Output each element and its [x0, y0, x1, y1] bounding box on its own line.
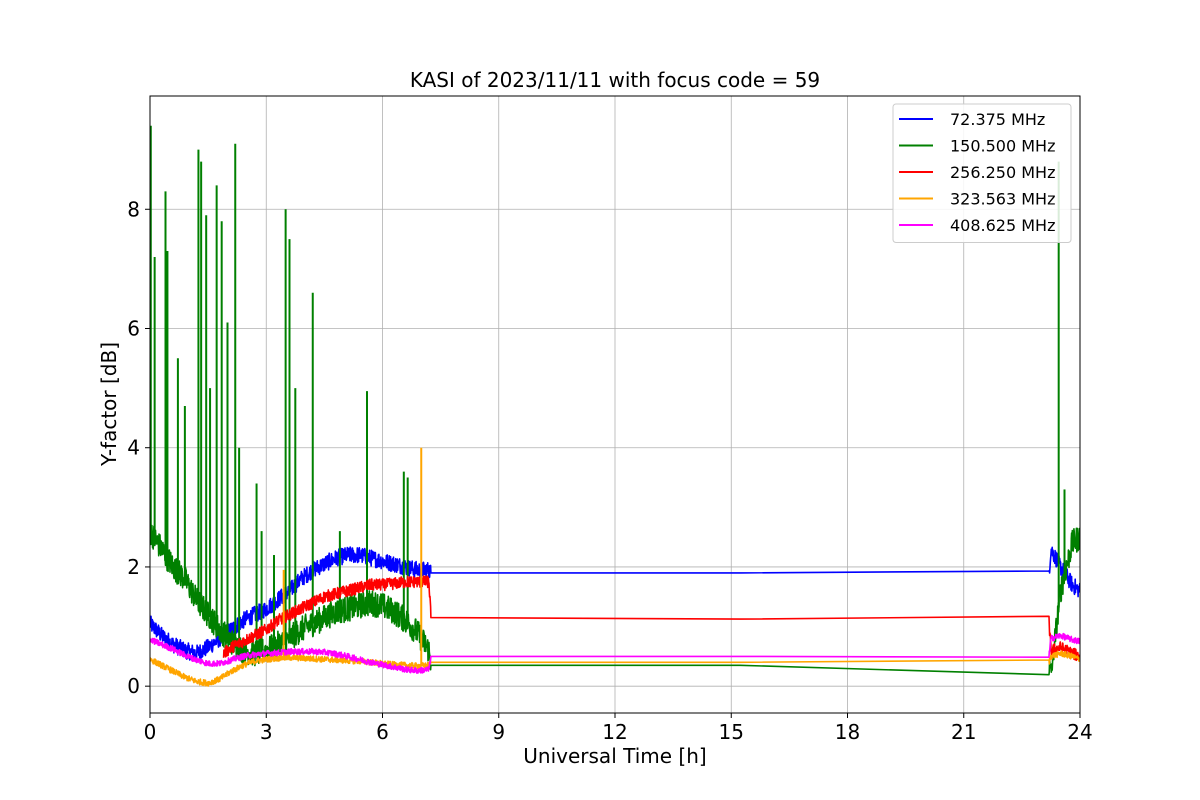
- legend-frame: [892, 103, 1072, 243]
- y-tick-label: 4: [127, 436, 140, 460]
- legend-label: 256.250 MHz: [950, 163, 1055, 182]
- x-tick-label: 9: [492, 720, 505, 744]
- x-tick-label: 12: [602, 720, 627, 744]
- legend-label: 408.625 MHz: [950, 216, 1055, 235]
- series-line-2: [222, 575, 1080, 662]
- x-tick-label: 3: [260, 720, 273, 744]
- y-tick-label: 6: [127, 316, 140, 340]
- grid-lines: [150, 96, 1080, 713]
- series-line-4: [150, 632, 1080, 674]
- x-axis-label: Universal Time [h]: [523, 744, 706, 768]
- y-axis-ticks: 0 2 4 6 8: [127, 197, 150, 698]
- x-tick-label: 6: [376, 720, 389, 744]
- chart-title: KASI of 2023/11/11 with focus code = 59: [410, 68, 820, 92]
- x-tick-label: 0: [144, 720, 157, 744]
- y-tick-label: 8: [127, 197, 140, 221]
- x-axis-ticks: 0 3 6 9 12 15 18 21 24: [144, 713, 1093, 744]
- x-tick-label: 18: [835, 720, 860, 744]
- legend-label: 150.500 MHz: [950, 137, 1055, 156]
- x-tick-label: 21: [951, 720, 976, 744]
- x-tick-label: 24: [1067, 720, 1092, 744]
- y-tick-label: 2: [127, 555, 140, 579]
- series-line-0: [150, 546, 1080, 661]
- y-axis-label: Y-factor [dB]: [97, 342, 121, 467]
- legend-label: 72.375 MHz: [950, 110, 1045, 129]
- series-line-3: [150, 650, 1080, 687]
- x-tick-label: 15: [719, 720, 744, 744]
- y-tick-label: 0: [127, 674, 140, 698]
- legend: 72.375 MHz 150.500 MHz 256.250 MHz 323.563 …: [892, 103, 1072, 243]
- legend-label: 323.563 MHz: [950, 190, 1055, 209]
